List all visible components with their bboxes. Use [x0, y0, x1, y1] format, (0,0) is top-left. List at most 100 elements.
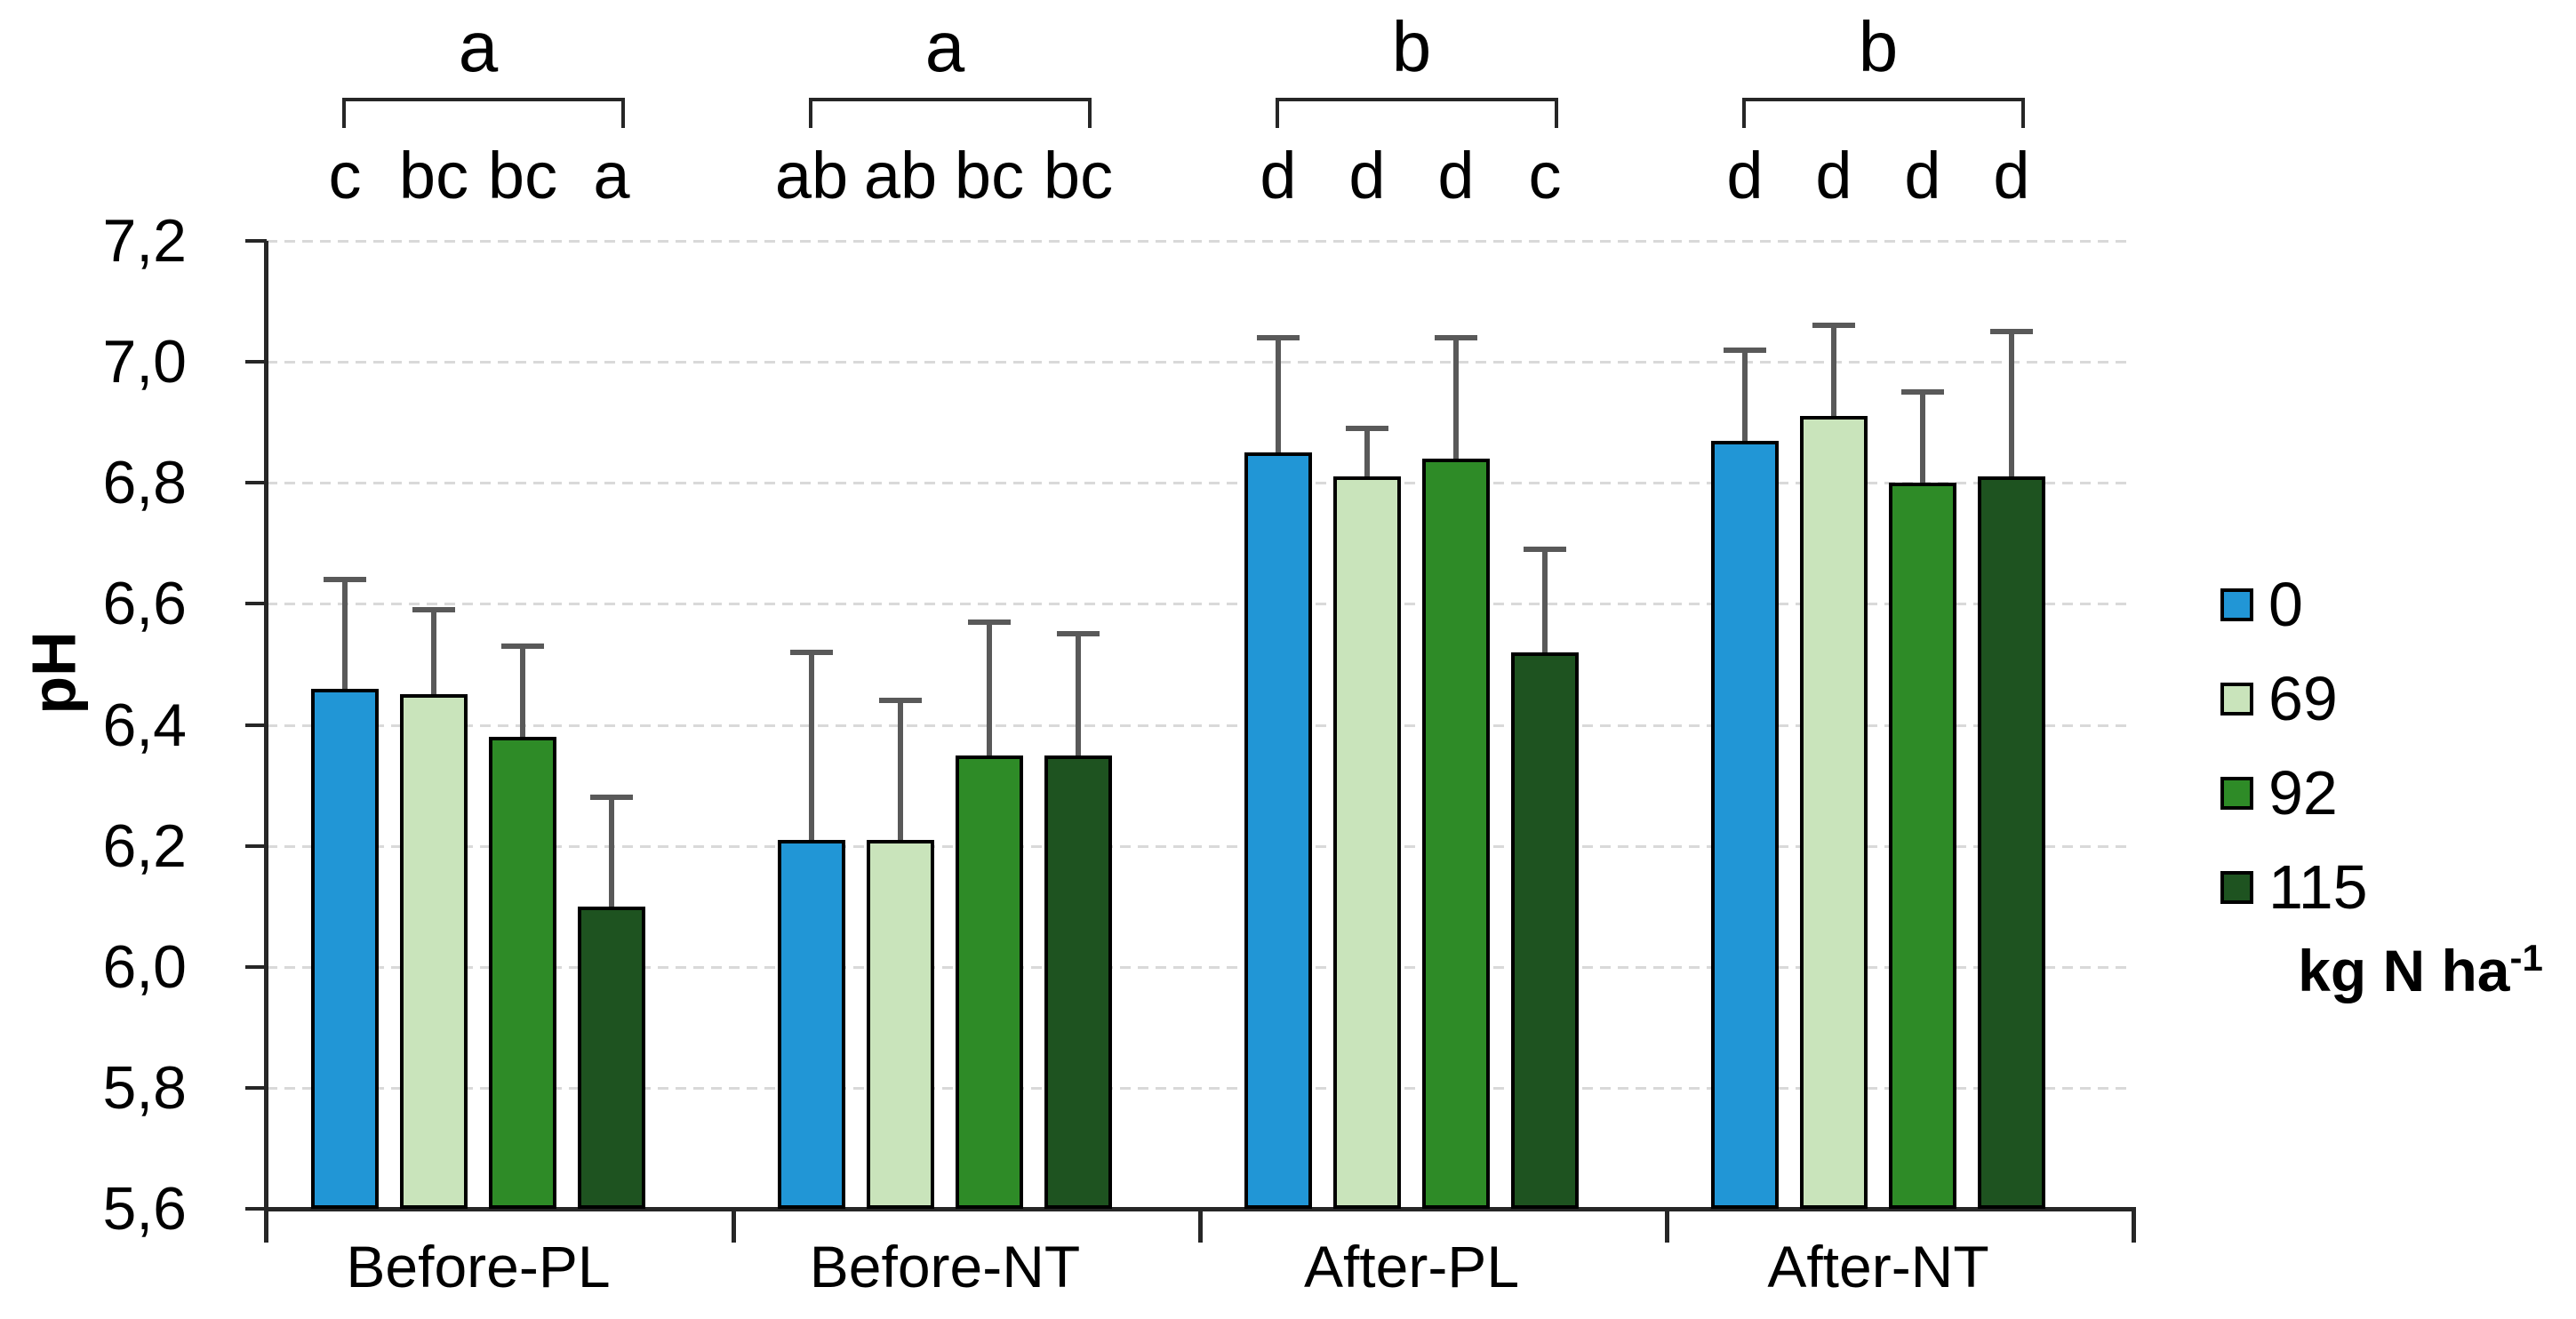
- error-bar-whisker: [1542, 549, 1548, 652]
- y-axis-tick: [245, 602, 267, 606]
- error-bar-whisker: [342, 580, 348, 689]
- group-bracket: [809, 98, 1092, 128]
- error-bar-whisker: [1276, 337, 1281, 453]
- error-bar-whisker: [1076, 634, 1081, 755]
- error-bar-cap: [879, 698, 922, 704]
- y-axis-tick-label: 5,6: [102, 1175, 187, 1243]
- error-bar-cap: [1990, 329, 2033, 335]
- bar-significance-letter: d: [1260, 139, 1297, 212]
- y-axis-line: [264, 241, 268, 1243]
- error-bar-cap: [1057, 631, 1100, 637]
- error-bar-cap: [412, 607, 455, 613]
- error-bar-whisker: [987, 621, 992, 755]
- legend-item-label: 69: [2268, 664, 2338, 733]
- y-axis-tick: [245, 1085, 267, 1090]
- group-bracket: [342, 98, 625, 128]
- bar: [1889, 483, 1956, 1209]
- legend-swatch: [2220, 871, 2253, 904]
- error-bar-whisker: [1453, 337, 1459, 460]
- gridline: [267, 482, 2133, 485]
- bar: [1711, 440, 1779, 1209]
- bar-significance-letter: ab: [774, 139, 849, 212]
- x-axis-boundary-tick: [2132, 1207, 2136, 1243]
- y-axis-tick: [245, 481, 267, 485]
- gridline: [267, 723, 2133, 727]
- error-bar-whisker: [898, 700, 903, 840]
- bar-significance-letter: bc: [398, 139, 469, 212]
- y-axis-tick: [245, 723, 267, 727]
- y-axis-tick-label: 6,6: [102, 570, 187, 638]
- error-bar-cap: [790, 649, 833, 655]
- legend-item-label: 0: [2268, 570, 2303, 639]
- bar-significance-letter: d: [1348, 139, 1386, 212]
- group-bracket: [1742, 98, 2025, 128]
- y-axis-tick-label: 6,0: [102, 932, 187, 1001]
- bar-significance-letter: a: [593, 139, 630, 212]
- error-bar-cap: [1724, 347, 1766, 353]
- error-bar-whisker: [1742, 349, 1748, 441]
- y-axis-tick: [245, 239, 267, 243]
- y-axis-tick: [245, 964, 267, 969]
- error-bar-whisker: [431, 610, 436, 695]
- group-significance-letter: b: [1858, 7, 1899, 86]
- bar-significance-letter: d: [1993, 139, 2030, 212]
- y-axis-tick: [245, 360, 267, 364]
- y-axis-tick-label: 5,8: [102, 1053, 187, 1122]
- legend-swatch: [2220, 683, 2253, 715]
- error-bar-cap: [590, 795, 633, 801]
- gridline: [267, 240, 2133, 243]
- bar: [867, 839, 934, 1209]
- error-bar-cap: [1524, 547, 1566, 553]
- error-bar-whisker: [809, 652, 814, 840]
- bar-significance-letter: d: [1904, 139, 1941, 212]
- error-bar-cap: [1346, 425, 1388, 431]
- bar: [1422, 459, 1490, 1209]
- gridline: [267, 603, 2133, 606]
- legend-title-text: kg N ha: [2298, 938, 2510, 1003]
- x-category-label: After-PL: [1303, 1234, 1520, 1299]
- x-axis-boundary-tick: [1665, 1207, 1669, 1243]
- x-category-label: Before-NT: [809, 1234, 1081, 1299]
- bar: [400, 694, 468, 1209]
- bar-significance-letter: d: [1437, 139, 1475, 212]
- bar-significance-letter: ab: [863, 139, 938, 212]
- y-axis-tick: [245, 1207, 267, 1211]
- error-bar-cap: [1257, 334, 1300, 340]
- legend-swatch: [2220, 588, 2253, 621]
- bar-significance-letter: bc: [1043, 139, 1114, 212]
- x-category-label: Before-PL: [346, 1234, 611, 1299]
- group-bracket: [1276, 98, 1558, 128]
- error-bar-cap: [501, 644, 544, 650]
- bar: [489, 737, 556, 1209]
- bar: [1800, 416, 1868, 1209]
- error-bar-whisker: [609, 797, 614, 907]
- error-bar-whisker: [1920, 392, 1925, 484]
- x-axis-boundary-tick: [732, 1207, 736, 1243]
- bar: [1511, 652, 1579, 1209]
- error-bar-whisker: [2009, 332, 2014, 477]
- bar-significance-letter: d: [1815, 139, 1852, 212]
- y-axis-tick-label: 7,0: [102, 328, 187, 396]
- error-bar-cap: [1812, 323, 1855, 329]
- y-axis-tick-label: 6,4: [102, 691, 187, 759]
- bar-significance-letter: c: [1528, 139, 1562, 212]
- error-bar-whisker: [1364, 428, 1370, 477]
- error-bar-whisker: [520, 646, 525, 738]
- legend-swatch: [2220, 777, 2253, 810]
- error-bar-cap: [1901, 389, 1944, 396]
- error-bar-cap: [968, 619, 1011, 625]
- y-axis-tick: [245, 843, 267, 848]
- bar: [778, 839, 845, 1209]
- gridline: [267, 1086, 2133, 1090]
- bar: [1978, 476, 2045, 1209]
- bar: [578, 906, 645, 1209]
- gridline: [267, 361, 2133, 364]
- legend-item-label: 92: [2268, 758, 2338, 827]
- group-significance-letter: a: [458, 7, 499, 86]
- gridline: [267, 965, 2133, 969]
- bar: [1044, 755, 1112, 1209]
- group-significance-letter: a: [924, 7, 965, 86]
- bar-significance-letter: bc: [487, 139, 558, 212]
- legend-item-label: 115: [2268, 852, 2368, 922]
